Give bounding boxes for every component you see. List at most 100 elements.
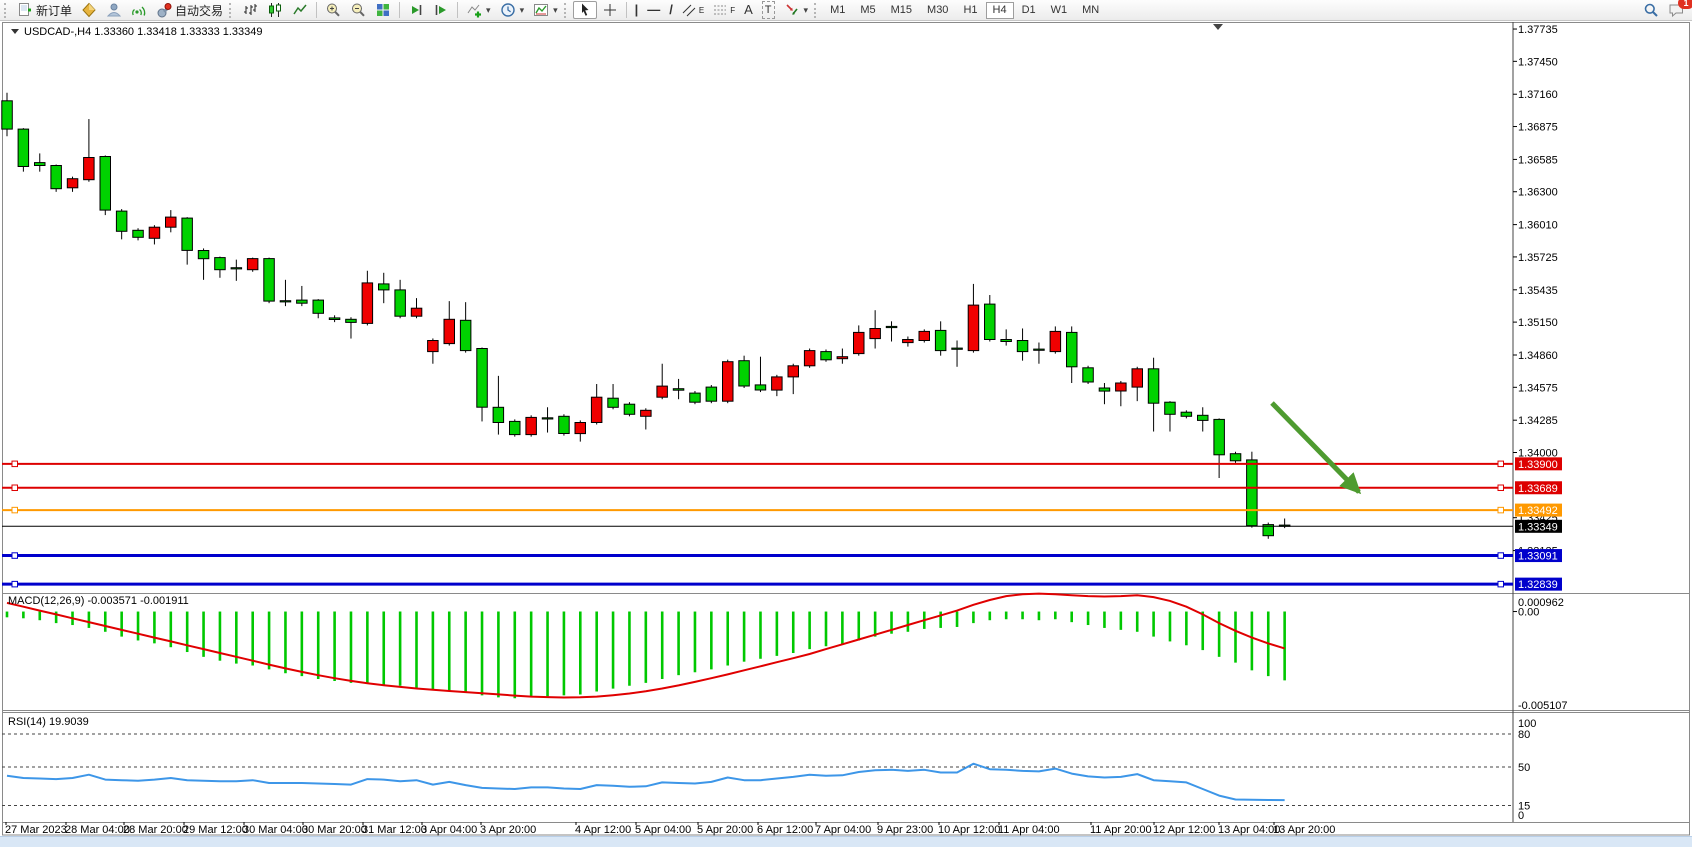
toolbar-separator <box>457 2 459 18</box>
indicators-icon <box>467 4 482 18</box>
axis-label: 15 <box>1518 801 1530 813</box>
chart-shift-icon <box>435 5 447 15</box>
timeframe-h4[interactable]: H4 <box>985 1 1014 19</box>
metaquotes-button[interactable] <box>77 1 101 19</box>
text-icon: A <box>744 2 753 17</box>
line-chart-button[interactable] <box>288 1 312 19</box>
cursor-arrow-icon <box>581 3 589 16</box>
timeframe-h1[interactable]: H1 <box>956 2 984 19</box>
time-label: 7 Apr 04:00 <box>815 824 871 836</box>
dropdown-arrow-icon: ▾ <box>519 4 525 15</box>
timeframe-d1[interactable]: D1 <box>1015 2 1043 19</box>
timeframe-mn[interactable]: MN <box>1075 2 1106 19</box>
timeframe-m5[interactable]: M5 <box>853 2 882 19</box>
time-label: 10 Apr 12:00 <box>938 824 1000 836</box>
clock-icon <box>500 3 515 17</box>
crosshair-button[interactable] <box>598 1 622 19</box>
toolbar-grip[interactable] <box>814 2 819 18</box>
fibonacci-icon <box>714 5 727 15</box>
periods-button[interactable]: ▾ <box>496 1 529 19</box>
autotrade-icon <box>157 3 172 18</box>
new-order-icon <box>19 3 31 16</box>
time-label: 27 Mar 2023 <box>5 824 67 836</box>
dropdown-arrow-icon: ▾ <box>803 4 809 15</box>
community-button[interactable] <box>102 1 126 19</box>
text-label-button[interactable]: T <box>758 1 779 19</box>
axis-label: 1.34285 <box>1518 415 1558 427</box>
autotrade-button[interactable]: 自动交易 <box>152 1 227 19</box>
cursor-button[interactable] <box>572 1 597 19</box>
toolbar-grip[interactable] <box>563 2 569 18</box>
time-label: 13 Apr 04:00 <box>1218 824 1280 836</box>
hline-icon: — <box>647 2 661 17</box>
text-button[interactable]: A <box>740 1 757 19</box>
chart-shift-marker[interactable] <box>1213 24 1223 30</box>
hline-1.33091[interactable]: 1.33091 <box>2 549 1562 563</box>
macd-histogram <box>5 611 1286 699</box>
axis-label: 1.36875 <box>1518 122 1558 134</box>
hline-1.32839[interactable]: 1.32839 <box>2 577 1562 592</box>
timeframe-m30[interactable]: M30 <box>920 2 955 19</box>
axis-label: 1.37160 <box>1518 89 1558 101</box>
horizontal-line-button[interactable]: — <box>643 1 664 19</box>
timeframe-m1[interactable]: M1 <box>823 2 852 19</box>
current-price-line: 1.33349 <box>2 519 1562 533</box>
status-bar <box>0 836 1692 847</box>
axis-label: 1.34860 <box>1518 350 1558 362</box>
search-icon <box>1644 3 1658 17</box>
toolbar-separator <box>399 2 401 18</box>
signals-button[interactable] <box>127 1 151 19</box>
axis-label: 1.36300 <box>1518 187 1558 199</box>
toolbar-grip[interactable] <box>4 2 9 18</box>
trendline-icon: / <box>669 2 673 17</box>
candlestick-chart-button[interactable] <box>263 1 287 19</box>
hline-1.33492[interactable]: 1.33492 <box>2 503 1562 517</box>
zoom-out-icon <box>352 3 365 17</box>
tile-windows-button[interactable] <box>371 1 395 19</box>
axis-label: 50 <box>1518 762 1530 774</box>
toolbar: 新订单 自动交易 ▾ ▾ <box>0 0 1692 21</box>
macd-signal-line <box>6 592 1285 699</box>
templates-button[interactable]: ▾ <box>529 1 562 19</box>
hline-1.33689[interactable]: 1.33689 <box>2 481 1562 495</box>
axis-label: 1.35150 <box>1518 317 1558 329</box>
time-label: 11 Apr 20:00 <box>1090 824 1152 836</box>
bar-chart-icon <box>244 4 258 15</box>
auto-scroll-icon <box>412 5 422 15</box>
time-label: 13 Apr 20:00 <box>1273 824 1335 836</box>
vertical-line-button[interactable]: | <box>631 1 643 19</box>
timeframe-w1[interactable]: W1 <box>1044 2 1075 19</box>
chart-shift-button[interactable] <box>429 1 453 19</box>
timeframe-m15[interactable]: M15 <box>884 2 919 19</box>
axis-label: 1.34575 <box>1518 382 1558 394</box>
fibonacci-button[interactable]: F <box>709 1 739 19</box>
candlestick-chart-icon <box>269 3 282 17</box>
auto-scroll-button[interactable] <box>404 1 428 19</box>
bar-chart-button[interactable] <box>238 1 262 19</box>
hline-price-tag: 1.33900 <box>1518 459 1558 471</box>
toolbar-grip[interactable] <box>229 2 234 18</box>
channel-button[interactable]: E <box>678 1 708 19</box>
time-label: 3 Apr 04:00 <box>421 824 477 836</box>
chart-window-border <box>2 22 1690 836</box>
notification-badge: 1 <box>1678 0 1692 9</box>
new-order-label: 新订单 <box>36 3 73 18</box>
new-order-button[interactable]: 新订单 <box>13 1 76 19</box>
axis-label: 1.35725 <box>1518 252 1558 264</box>
trend-arrow[interactable] <box>1270 401 1362 495</box>
chart-title: USDCAD-,H4 1.33360 1.33418 1.33333 1.333… <box>11 26 263 38</box>
search-button[interactable] <box>1639 1 1663 19</box>
time-label: 11 Apr 04:00 <box>998 824 1060 836</box>
indicators-button[interactable]: ▾ <box>462 1 495 19</box>
dropdown-arrow-icon: ▾ <box>553 4 558 15</box>
arrows-objects-button[interactable]: ▾ <box>780 1 813 19</box>
time-label: 28 Mar 20:00 <box>123 824 188 836</box>
hline-1.33900[interactable]: 1.33900 <box>2 457 1562 471</box>
zoom-out-button[interactable] <box>346 1 370 19</box>
template-chart-icon <box>534 4 549 16</box>
trendline-button[interactable]: / <box>665 1 677 19</box>
zoom-in-button[interactable] <box>321 1 345 19</box>
